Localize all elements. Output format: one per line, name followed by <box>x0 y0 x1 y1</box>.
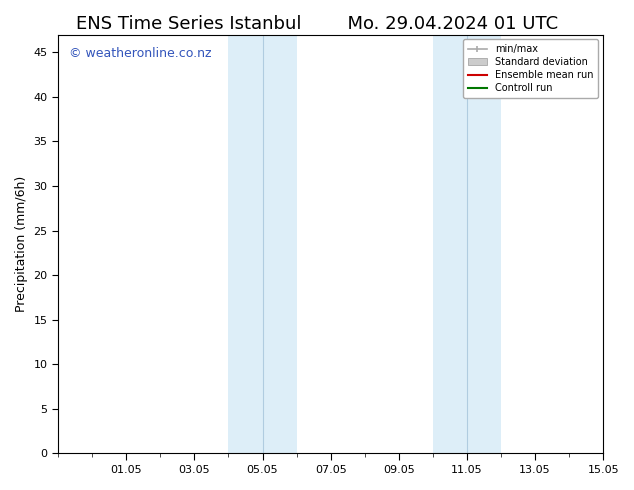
Text: © weatheronline.co.nz: © weatheronline.co.nz <box>69 47 212 60</box>
Y-axis label: Precipitation (mm/6h): Precipitation (mm/6h) <box>15 176 28 312</box>
Text: ENS Time Series Istanbul        Mo. 29.04.2024 01 UTC: ENS Time Series Istanbul Mo. 29.04.2024 … <box>76 15 558 33</box>
Legend: min/max, Standard deviation, Ensemble mean run, Controll run: min/max, Standard deviation, Ensemble me… <box>463 40 598 98</box>
Bar <box>433 35 501 453</box>
Bar <box>228 35 297 453</box>
